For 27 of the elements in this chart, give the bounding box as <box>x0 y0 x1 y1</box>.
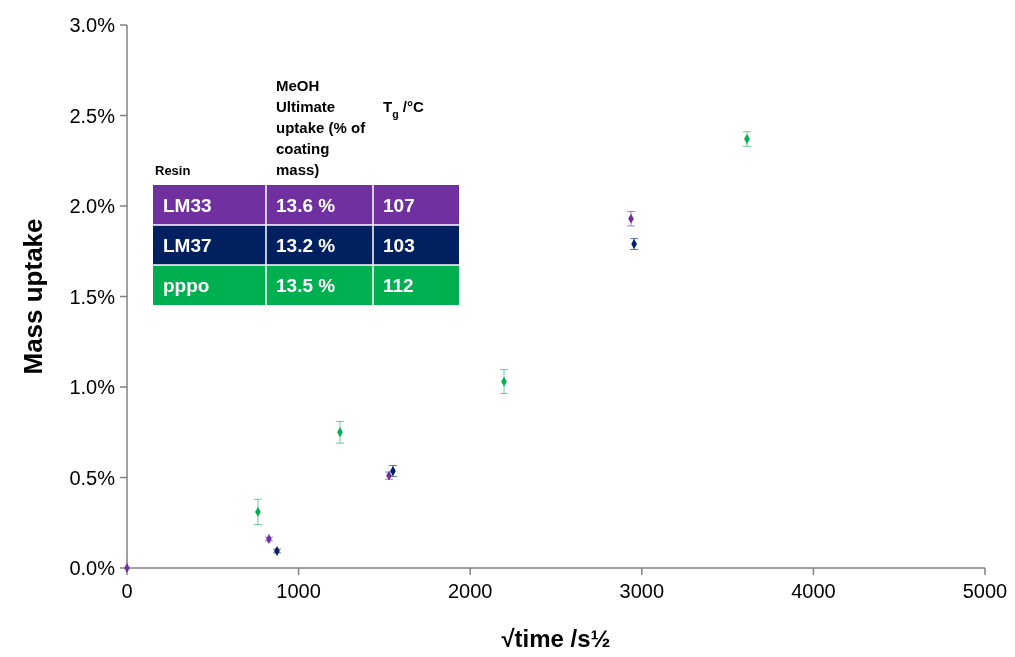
x-tick-label: 4000 <box>791 580 836 602</box>
y-tick-label: 3.0% <box>69 14 116 36</box>
annotation: 103 <box>383 235 415 256</box>
y-tick-label: 1.0% <box>69 376 116 398</box>
text: pppo <box>163 275 210 296</box>
annotation: 13.2 % <box>276 235 336 256</box>
annotation: MeOH Ultimate uptake (% of coating mass) <box>276 77 367 178</box>
y-tick-label: 0.0% <box>69 557 116 579</box>
y-tick-label: 2.5% <box>69 104 116 127</box>
y-tick-label: 0.5% <box>69 466 116 489</box>
x-tick-label: 2000 <box>447 580 493 602</box>
text: LM33 <box>163 195 212 216</box>
y-tick-label: 1.5% <box>69 285 116 308</box>
annotation: 13.5 % <box>276 275 336 296</box>
y-tick-label: 2.0% <box>69 195 116 217</box>
x-tick-label: 0 <box>121 580 133 602</box>
annotation: 107 <box>383 195 415 216</box>
text: LM37 <box>163 235 212 256</box>
x-tick-label: 3000 <box>619 580 665 602</box>
x-tick-label: 5000 <box>962 580 1008 602</box>
annotation: 112 <box>383 275 414 296</box>
x-axis-title: √time /s½ <box>501 625 611 652</box>
annotation: 13.6 % <box>276 195 336 216</box>
annotation: T$_{g}$ /°C <box>383 98 424 120</box>
y-axis-title: Mass uptake <box>18 218 48 375</box>
annotation: Resin <box>155 163 191 178</box>
x-tick-label: 1000 <box>276 580 321 602</box>
